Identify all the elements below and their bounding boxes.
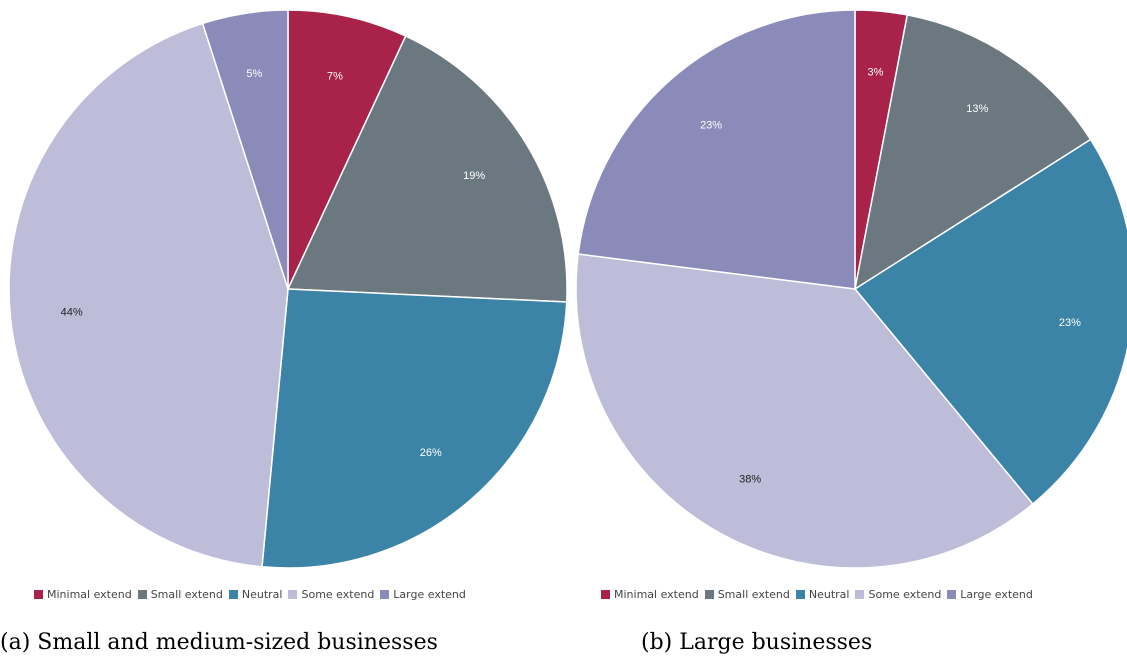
pie-slice-small bbox=[286, 35, 568, 303]
pie-slice-neutral bbox=[853, 138, 1127, 506]
legend-swatch bbox=[601, 589, 610, 599]
legend-swatch bbox=[380, 589, 390, 599]
legend-item-neutral: Neutral bbox=[228, 587, 283, 601]
legend-label: Minimal extend bbox=[47, 587, 132, 601]
pie-slice-some bbox=[575, 253, 1034, 569]
pie-slice-neutral bbox=[261, 288, 568, 569]
legend-label: Small extend bbox=[150, 587, 223, 601]
legend-item-some: Some extend bbox=[288, 588, 374, 601]
legend-label: Neutral bbox=[808, 587, 850, 601]
slice-label-minimal: 7% bbox=[327, 70, 343, 82]
slice-label-large: 5% bbox=[246, 68, 262, 80]
legend-label: Large extend bbox=[393, 587, 466, 601]
chart-panel-b: 3% 13% 23% 38% 23% Minimal extend Small exte… bbox=[567, 0, 1127, 667]
pie-chart-b: 3% 13% 23% 38% 23% bbox=[575, 9, 1127, 569]
legend-label: Neutral bbox=[241, 587, 283, 601]
legend-label: Minimal extend bbox=[614, 587, 699, 601]
slice-label-large: 23% bbox=[700, 120, 722, 132]
pie-slice-large bbox=[201, 9, 289, 290]
legend-label: Small extend bbox=[717, 587, 790, 601]
slice-label-some: 44% bbox=[61, 307, 83, 319]
legend-item-minimal: Minimal extend bbox=[601, 588, 699, 601]
slice-label-some: 38% bbox=[739, 474, 761, 486]
legend-swatch bbox=[228, 589, 238, 599]
legend-item-minimal: Minimal extend bbox=[34, 588, 132, 601]
legend-swatch bbox=[137, 589, 147, 599]
legend-item-neutral: Neutral bbox=[795, 587, 850, 601]
pie-chart-a: 7% 19% 26% 44% 5% bbox=[8, 9, 568, 569]
legend-swatch bbox=[855, 589, 865, 599]
legend-label: Large extend bbox=[960, 587, 1033, 601]
slice-label-small: 19% bbox=[463, 170, 485, 182]
caption-b: (b) Large businesses bbox=[641, 630, 873, 655]
legend-b: Minimal extend Small extend Neutral Some… bbox=[601, 586, 1033, 602]
pie-slice-some bbox=[8, 22, 289, 568]
legend-item-small: Small extend bbox=[704, 587, 790, 601]
legend-a: Minimal extend Small extend Neutral Some… bbox=[34, 586, 466, 602]
slice-label-small: 13% bbox=[966, 103, 988, 115]
legend-item-small: Small extend bbox=[137, 587, 223, 601]
slice-label-neutral: 23% bbox=[1059, 317, 1081, 329]
legend-label: Some extend bbox=[868, 587, 942, 601]
caption-a: (a) Small and medium-sized businesses bbox=[0, 630, 438, 655]
chart-panel-a: 7% 19% 26% 44% 5% Minimal extend Small exten… bbox=[0, 9, 568, 655]
legend-swatch bbox=[947, 589, 957, 599]
pie-slice-minimal bbox=[287, 9, 407, 290]
legend-swatch bbox=[704, 589, 714, 599]
slice-label-neutral: 26% bbox=[420, 447, 442, 459]
legend-item-some: Some extend bbox=[855, 588, 941, 601]
slice-label-minimal: 3% bbox=[868, 66, 884, 78]
legend-item-large: Large extend bbox=[947, 588, 1033, 601]
pie-slice-large bbox=[577, 9, 856, 290]
legend-swatch bbox=[795, 589, 805, 599]
legend-swatch bbox=[288, 589, 298, 599]
legend-swatch bbox=[34, 589, 43, 599]
pie-slice-small bbox=[853, 14, 1092, 291]
legend-label: Some extend bbox=[301, 587, 375, 601]
legend-item-large: Large extend bbox=[380, 588, 466, 601]
